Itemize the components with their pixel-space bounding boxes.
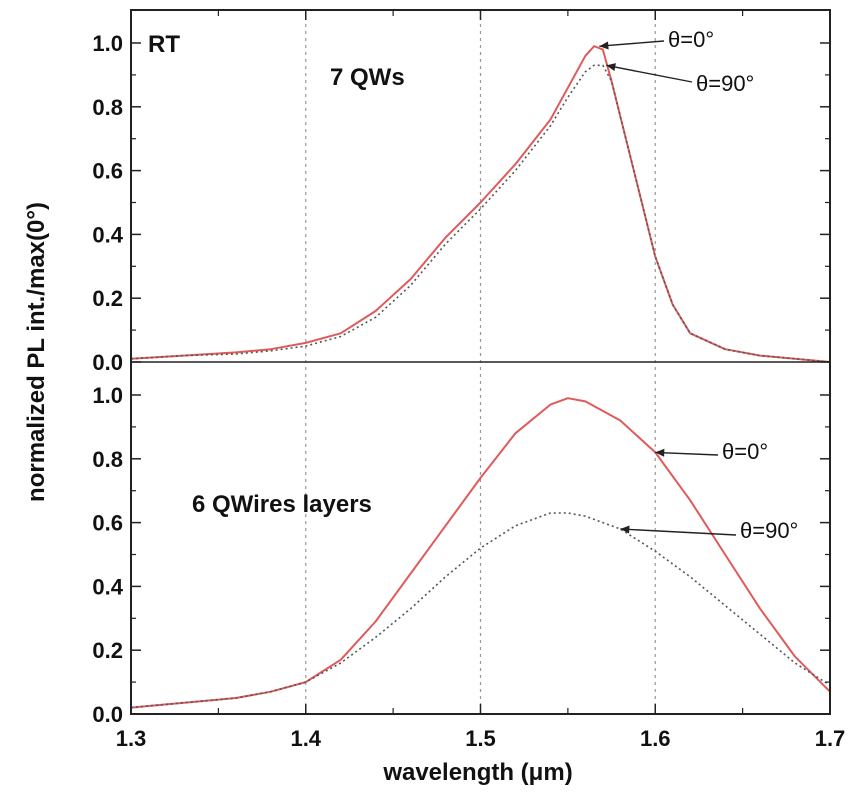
x-tick-label: 1.3 <box>116 726 147 751</box>
y-tick-label: 0.4 <box>92 222 123 247</box>
top-series-theta90 <box>130 64 831 363</box>
top-theta0-arrow-head <box>599 41 609 50</box>
x-tick-label: 1.5 <box>465 726 496 751</box>
y-tick-label: 0.6 <box>92 159 123 184</box>
bottom-sample-label: 6 QWires layers <box>192 491 372 518</box>
top-sample-label: 7 QWs <box>330 64 405 91</box>
y-tick-label: 0.6 <box>92 511 123 536</box>
bottom-theta90-arrow-head <box>620 525 630 534</box>
bottom-theta0-arrow-line <box>655 451 719 456</box>
y-tick-label: 0.2 <box>92 638 123 663</box>
y-axis-label: normalized PL int./max(0°) <box>23 202 50 502</box>
bottom-series-theta90 <box>130 512 831 709</box>
bottom-series-theta0 <box>130 397 831 709</box>
x-tick-label: 1.6 <box>640 726 671 751</box>
y-tick-label: 0.0 <box>92 350 123 375</box>
y-tick-label: 0.8 <box>92 447 123 472</box>
y-tick-label: 1.0 <box>92 31 123 56</box>
top-theta0-arrow-line <box>599 40 665 47</box>
plot-curves <box>130 45 831 709</box>
bottom-theta0-label: θ=0° <box>722 439 768 464</box>
y-tick-label: 0.4 <box>92 574 123 599</box>
rt-label: RT <box>148 31 180 58</box>
y-tick-label: 1.0 <box>92 383 123 408</box>
top-theta90-arrow-head <box>606 63 616 71</box>
x-axis-label: wavelength (μm) <box>382 759 572 786</box>
x-tick-label: 1.4 <box>290 726 321 751</box>
axis-ticks: 0.0 0.2 0.4 0.6 0.8 1.0 0.0 0.2 0.4 0.6 0.8 1.0 1.3 1… <box>92 10 845 751</box>
top-theta90-label: θ=90° <box>696 71 754 96</box>
bottom-theta90-arrow-line <box>620 528 737 536</box>
top-theta0-label: θ=0° <box>668 27 714 52</box>
y-tick-label: 0.8 <box>92 95 123 120</box>
top-series-theta0 <box>130 45 831 363</box>
bottom-theta0-arrow-head <box>655 448 665 457</box>
x-tick-label: 1.7 <box>815 726 846 751</box>
y-tick-label: 0.2 <box>92 286 123 311</box>
top-theta90-arrow-line <box>606 64 693 83</box>
y-tick-label: 0.0 <box>92 702 123 727</box>
bottom-theta90-label: θ=90° <box>740 518 798 543</box>
annotation-arrows <box>599 40 737 536</box>
